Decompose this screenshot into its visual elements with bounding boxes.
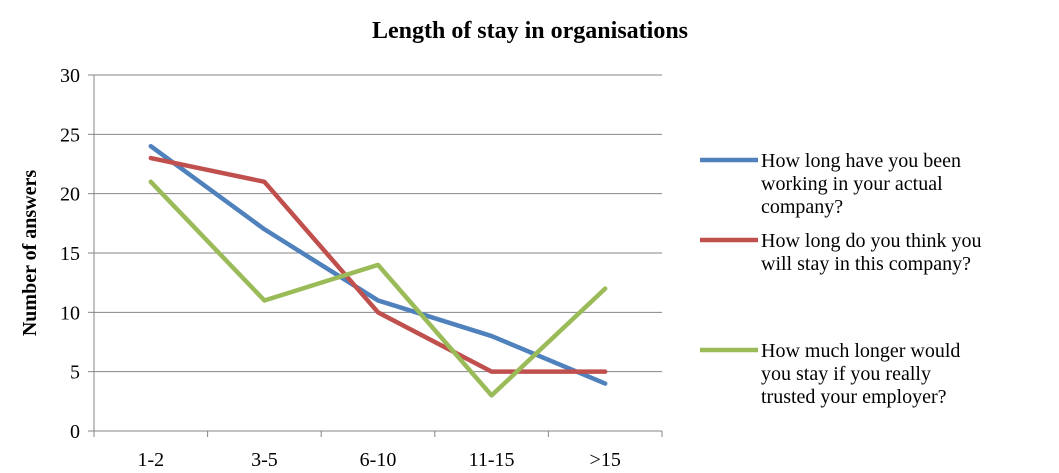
y-tick-label: 10 (60, 302, 80, 324)
gridlines (88, 74, 662, 432)
x-tick-label: >15 (590, 449, 621, 471)
legend-label-line: trusted your employer? (761, 386, 947, 408)
y-tick-label: 5 (70, 362, 80, 384)
y-tick-labels: 0 5 10 15 20 25 30 (60, 65, 80, 443)
x-tick-label: 1-2 (137, 449, 164, 471)
series-lines (148, 143, 608, 398)
x-tick-labels: 1-2 3-5 6-10 11-15 >15 (137, 449, 620, 471)
x-tick-label: 3-5 (251, 449, 278, 471)
legend-label-line: How long have you been (761, 150, 961, 172)
legend-label-line: company? (761, 196, 843, 218)
y-tick-label: 30 (60, 65, 80, 87)
legend-label-line: How long do you think you (761, 230, 982, 252)
series-line-2 (148, 155, 608, 374)
chart-title: Length of stay in organisations (372, 18, 688, 44)
series-line-3 (148, 179, 608, 398)
y-tick-label: 20 (60, 184, 80, 206)
series-line-1 (148, 143, 608, 386)
y-axis-title: Number of answers (19, 170, 41, 337)
y-tick-label: 25 (60, 124, 80, 146)
x-tick-label: 6-10 (360, 449, 397, 471)
legend-label-line: working in your actual (761, 173, 943, 195)
y-tick-label: 0 (70, 421, 80, 443)
legend-label-line: How much longer would (761, 340, 960, 362)
legend-label-line: you stay if you really (761, 363, 931, 385)
y-tick-label: 15 (60, 243, 80, 265)
axes (93, 75, 663, 437)
legend-label-line: will stay in this company? (761, 253, 971, 275)
x-tick-label: 11-15 (469, 449, 515, 471)
